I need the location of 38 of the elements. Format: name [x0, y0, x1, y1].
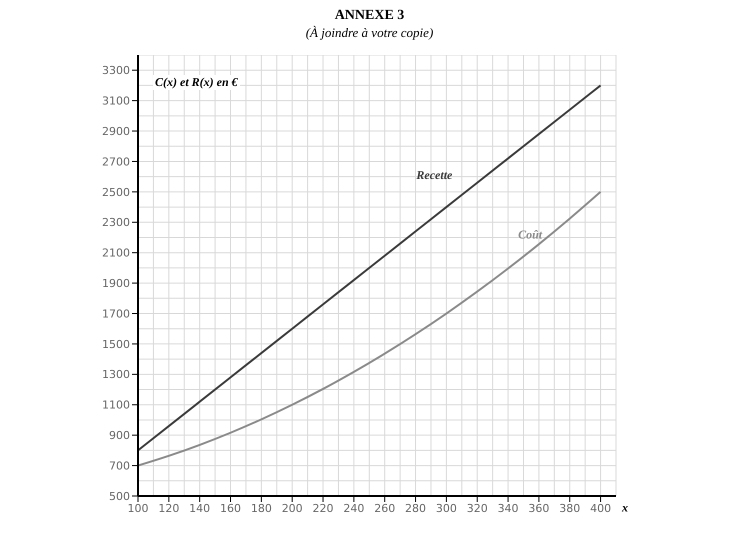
- chart-subtitle: (À joindre à votre copie): [304, 25, 434, 41]
- x-tick-label: 260: [374, 502, 396, 515]
- y-tick-label: 2900: [102, 124, 130, 138]
- y-tick-label: 1900: [102, 277, 130, 290]
- x-tick-label: 200: [282, 502, 303, 515]
- x-tick-label: 360: [528, 502, 550, 515]
- y-tick-label: 700: [109, 459, 130, 472]
- y-tick-label: 3300: [102, 64, 130, 78]
- y-tick-label: 1500: [102, 338, 130, 351]
- y-tick-label: 3100: [102, 94, 130, 108]
- x-tick-label: 100: [128, 502, 148, 515]
- x-tick-label: 240: [343, 502, 364, 515]
- y-tick-label: 2700: [102, 155, 130, 168]
- x-tick-label: 160: [220, 502, 242, 515]
- x-tick-label: 400: [590, 502, 612, 515]
- x-tick-label: 140: [189, 502, 210, 515]
- y-tick-label: 500: [109, 490, 130, 503]
- x-tick-label: 320: [466, 502, 488, 515]
- y-tick-label: 1100: [102, 398, 130, 412]
- y-tick-label: 1700: [102, 307, 130, 320]
- x-tick-label: 300: [436, 502, 457, 515]
- y-tick-label: 2100: [102, 246, 130, 260]
- x-axis-title: x: [621, 500, 628, 514]
- x-tick-label: 120: [158, 502, 180, 515]
- y-tick-label: 1300: [102, 368, 130, 382]
- x-tick-label: 380: [559, 502, 580, 515]
- series-label: Coût: [518, 228, 543, 242]
- x-tick-label: 340: [498, 502, 519, 515]
- x-tick-label: 220: [312, 502, 334, 515]
- x-tick-label: 180: [250, 502, 272, 515]
- chart-title: ANNEXE 3: [334, 8, 406, 24]
- y-axis-title: C(x) et R(x) en €: [153, 75, 240, 90]
- y-tick-label: 2500: [102, 186, 130, 199]
- line-series: [138, 190, 602, 467]
- series-label: Recette: [415, 168, 454, 182]
- y-tick-label: 900: [109, 429, 130, 442]
- y-tick-label: 2300: [102, 216, 130, 230]
- x-tick-label: 280: [405, 502, 426, 515]
